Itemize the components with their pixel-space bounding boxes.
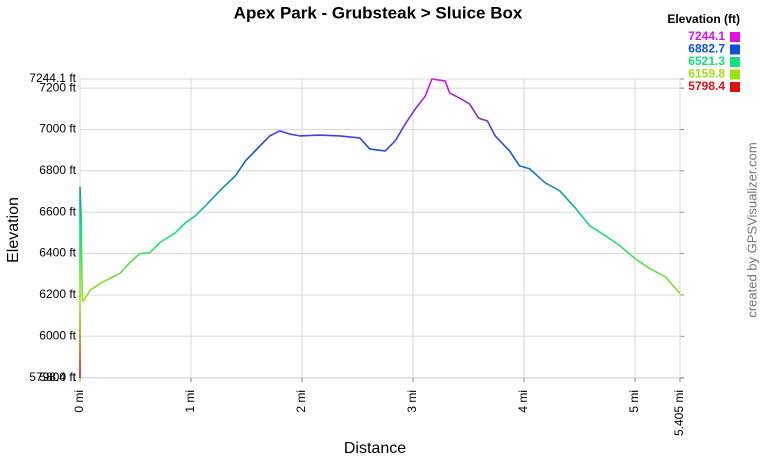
elevation-line	[79, 78, 681, 378]
y-tick-label: 6200 ft	[39, 287, 76, 301]
y-tick-label: 5798.4 ft	[29, 370, 76, 384]
y-tick-label: 6400 ft	[39, 246, 76, 260]
y-tick-label: 5800 ft	[39, 370, 76, 384]
legend-swatch	[730, 82, 740, 92]
legend-label: 6521.3	[688, 54, 725, 68]
legend-label: 6159.8	[688, 67, 725, 81]
y-tick-label: 7200 ft	[39, 80, 76, 94]
plot-area	[79, 78, 681, 379]
x-tick-label: 1 mi	[183, 390, 197, 413]
y-tick-label: 6000 ft	[39, 328, 76, 342]
x-tick-label: 5 mi	[627, 390, 641, 413]
x-tick-label: 3 mi	[405, 390, 419, 413]
x-tick-label: 4 mi	[516, 390, 530, 413]
chart-title: Apex Park - Grubsteak > Sluice Box	[234, 3, 523, 22]
legend-label: 5798.4	[688, 79, 725, 93]
legend-label: 6882.7	[688, 42, 725, 56]
credit: created by GPSVisualizer.com	[744, 142, 759, 317]
legend-title: Elevation (ft)	[667, 12, 740, 26]
y-axis-label: Elevation	[5, 197, 22, 263]
legend-swatch	[730, 44, 740, 55]
x-tick-label: 0 mi	[72, 390, 86, 413]
y-tick-label: 6800 ft	[39, 163, 76, 177]
y-tick-label: 6600 ft	[39, 204, 76, 218]
x-tick-label: 2 mi	[294, 390, 308, 413]
legend-label: 7244.1	[688, 29, 725, 43]
y-tick-label: 7000 ft	[39, 122, 76, 136]
legend-swatch	[730, 69, 740, 80]
x-axis-label: Distance	[344, 440, 406, 457]
y-tick-label: 7244.1 ft	[29, 71, 76, 85]
legend-swatch	[730, 57, 740, 67]
legend-swatch	[730, 32, 740, 42]
x-tick-label: 5.405 mi	[672, 390, 686, 436]
